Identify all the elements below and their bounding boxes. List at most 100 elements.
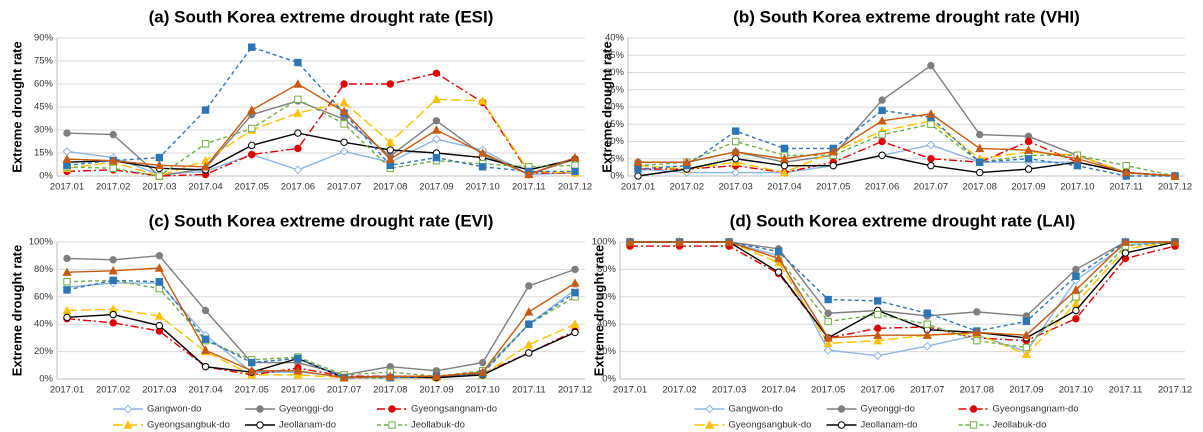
y-tick-label: 40% [597, 319, 617, 330]
y-tick-label: 30% [605, 67, 625, 78]
marker [874, 297, 882, 305]
marker [923, 309, 931, 317]
x-tick-label: 2017.08 [373, 385, 407, 396]
marker [108, 266, 118, 275]
legend-marker [123, 404, 133, 414]
x-tick-label: 2017.02 [670, 182, 704, 193]
marker [154, 263, 164, 272]
marker [927, 161, 935, 170]
marker [922, 341, 932, 351]
y-tick-label: 40% [34, 319, 54, 330]
marker [431, 94, 441, 104]
marker [779, 153, 789, 163]
legend-label: Gyeongsangnam-do [411, 404, 497, 415]
series-line [66, 308, 576, 379]
marker [1024, 155, 1033, 163]
marker [877, 116, 887, 125]
x-tick-label: 2017.06 [865, 182, 899, 193]
marker [824, 317, 832, 326]
chart-title: (b) South Korea extreme drought rate (VH… [733, 7, 1080, 26]
marker [926, 109, 936, 118]
legend-marker [256, 405, 264, 413]
marker [1073, 161, 1082, 170]
y-tick-label: 40% [605, 33, 625, 44]
marker [108, 155, 118, 165]
y-tick-label: 5% [610, 153, 624, 164]
marker [525, 349, 533, 357]
marker [248, 124, 256, 133]
x-tick-label: 2017.12 [558, 182, 592, 193]
y-tick-label: 20% [597, 346, 617, 357]
marker [570, 319, 580, 328]
y-tick-label: 60% [34, 291, 54, 302]
marker [109, 164, 117, 173]
legend-label: Jeollanam-do [861, 420, 918, 431]
marker [972, 327, 982, 337]
marker [878, 130, 886, 139]
marker [339, 372, 349, 382]
legend-marker [837, 421, 846, 429]
marker [829, 161, 837, 170]
marker [774, 268, 783, 276]
series-line [630, 241, 1175, 339]
marker [109, 276, 117, 285]
marker [1072, 306, 1080, 315]
marker [873, 351, 883, 361]
marker [248, 141, 256, 150]
marker [927, 155, 935, 163]
series-line [630, 241, 1176, 349]
series-line [66, 267, 576, 379]
marker [1072, 272, 1080, 280]
marker [570, 278, 580, 287]
marker [201, 106, 210, 114]
marker [63, 129, 71, 137]
y-tick-label: 15% [605, 119, 625, 130]
marker [340, 120, 348, 128]
marker [682, 157, 692, 166]
marker [293, 366, 303, 375]
x-tick-label: 2017.08 [960, 385, 994, 396]
marker [478, 358, 487, 367]
x-tick-label: 2017.05 [235, 182, 269, 193]
marker [976, 158, 984, 166]
marker [976, 130, 984, 139]
legend-label: Gyeonggi-do [279, 404, 333, 415]
y-tick-label: 0% [39, 171, 53, 182]
marker [432, 153, 441, 162]
marker [155, 321, 164, 330]
marker [431, 125, 441, 134]
marker [823, 333, 833, 342]
marker [63, 286, 71, 294]
legend-label: Gyeonggi-do [861, 404, 915, 415]
marker [385, 371, 395, 380]
legend-marker [969, 421, 978, 429]
x-tick-label: 2017.09 [1011, 182, 1045, 193]
marker [571, 265, 579, 274]
legend-label: Gangwon-do [147, 404, 201, 415]
chart-title: (a) South Korea extreme drought rate (ES… [149, 7, 494, 26]
marker [63, 278, 71, 286]
y-tick-label: 10% [605, 136, 625, 147]
marker [478, 148, 488, 157]
marker [63, 254, 71, 263]
x-tick-label: 2017.07 [910, 385, 944, 396]
marker [927, 120, 935, 128]
series-line [66, 132, 576, 171]
marker [247, 366, 257, 375]
x-tick-label: 2017.09 [1009, 385, 1043, 396]
x-tick-label: 2017.10 [1059, 385, 1093, 396]
marker [731, 168, 741, 177]
legend-marker [705, 404, 714, 414]
series-line [66, 46, 575, 173]
y-tick-label: 90% [34, 33, 54, 44]
marker [1121, 249, 1130, 257]
marker [634, 172, 642, 180]
marker [62, 154, 72, 163]
marker [386, 80, 394, 88]
x-tick-label: 2017.04 [188, 385, 222, 396]
marker [340, 80, 348, 88]
x-tick-label: 2017.03 [142, 182, 176, 193]
x-tick-label: 2017.12 [1158, 182, 1192, 193]
marker [634, 165, 642, 173]
